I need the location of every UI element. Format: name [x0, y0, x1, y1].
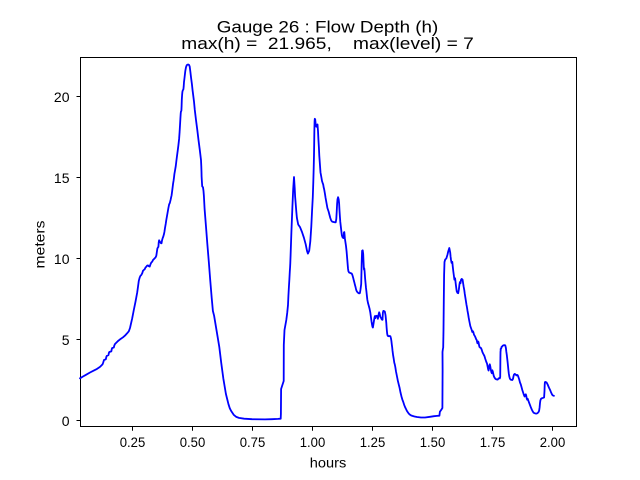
svg-text:max(h) = 21.965, max(level: max(h) = 21.965, max(level) = 7	[181, 35, 474, 53]
svg-text:10: 10	[54, 251, 70, 267]
svg-text:5: 5	[62, 332, 70, 348]
svg-text:meters: meters	[32, 221, 48, 269]
svg-text:1.00: 1.00	[300, 434, 326, 450]
svg-text:0: 0	[62, 413, 70, 429]
svg-text:2.00: 2.00	[540, 434, 566, 450]
svg-text:20: 20	[54, 89, 70, 105]
svg-text:1.50: 1.50	[420, 434, 446, 450]
svg-text:15: 15	[54, 170, 70, 186]
svg-text:0.75: 0.75	[240, 434, 266, 450]
svg-text:0.50: 0.50	[180, 434, 206, 450]
svg-text:1.25: 1.25	[360, 434, 386, 450]
svg-text:1.75: 1.75	[480, 434, 506, 450]
svg-text:0.25: 0.25	[120, 434, 146, 450]
svg-text:hours: hours	[310, 455, 347, 471]
svg-text:Gauge 26 : Flow Depth (h): Gauge 26 : Flow Depth (h)	[217, 18, 439, 36]
